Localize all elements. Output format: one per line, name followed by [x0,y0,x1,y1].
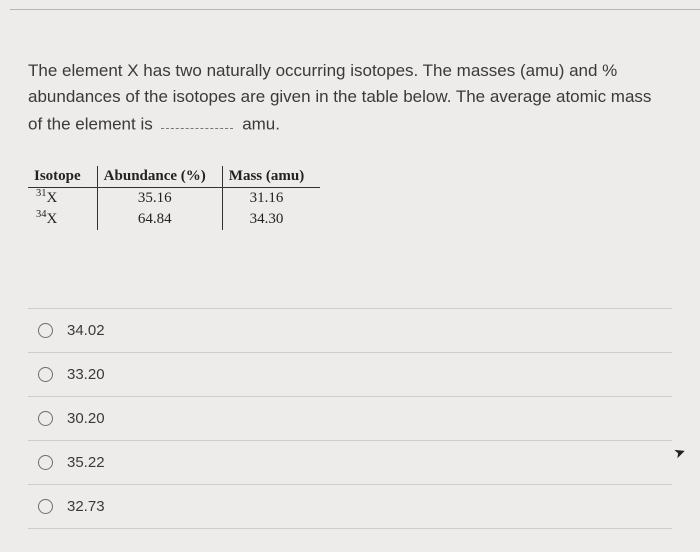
cell-abundance: 64.84 [97,209,222,230]
cell-mass: 34.30 [222,209,320,230]
top-divider [10,0,700,10]
radio-icon[interactable] [38,323,53,338]
blank-fill [161,111,233,130]
cell-isotope: 31X [28,187,97,209]
question-text: The element X has two naturally occurrin… [28,58,672,138]
q-line2: abundances of the isotopes are given in … [28,87,651,106]
option-label: 30.20 [67,410,105,427]
isotope-table: Isotope Abundance (%) Mass (amu) 31X 35.… [28,166,320,230]
cell-isotope: 34X [28,209,97,230]
option-row[interactable]: 33.20 [28,353,672,397]
table-row: 34X 64.84 34.30 [28,209,320,230]
cell-mass: 31.16 [222,187,320,209]
option-row[interactable]: 32.73 [28,485,672,529]
radio-icon[interactable] [38,455,53,470]
col-mass: Mass (amu) [222,166,320,188]
option-row[interactable]: 34.02 [28,308,672,353]
cell-abundance: 35.16 [97,187,222,209]
radio-icon[interactable] [38,499,53,514]
options-list: 34.02 33.20 30.20 35.22 32.73 [28,308,672,529]
option-label: 34.02 [67,322,105,339]
q-line3-pre: of the element is [28,114,157,133]
option-label: 33.20 [67,366,105,383]
q-line1: The element X has two naturally occurrin… [28,61,617,80]
option-label: 35.22 [67,454,105,471]
q-line3-post: amu. [237,114,280,133]
col-abundance: Abundance (%) [97,166,222,188]
col-isotope: Isotope [28,166,97,188]
option-label: 32.73 [67,498,105,515]
question-block: The element X has two naturally occurrin… [0,10,700,529]
table-row: 31X 35.16 31.16 [28,187,320,209]
option-row[interactable]: 35.22 [28,441,672,485]
radio-icon[interactable] [38,367,53,382]
radio-icon[interactable] [38,411,53,426]
option-row[interactable]: 30.20 [28,397,672,441]
